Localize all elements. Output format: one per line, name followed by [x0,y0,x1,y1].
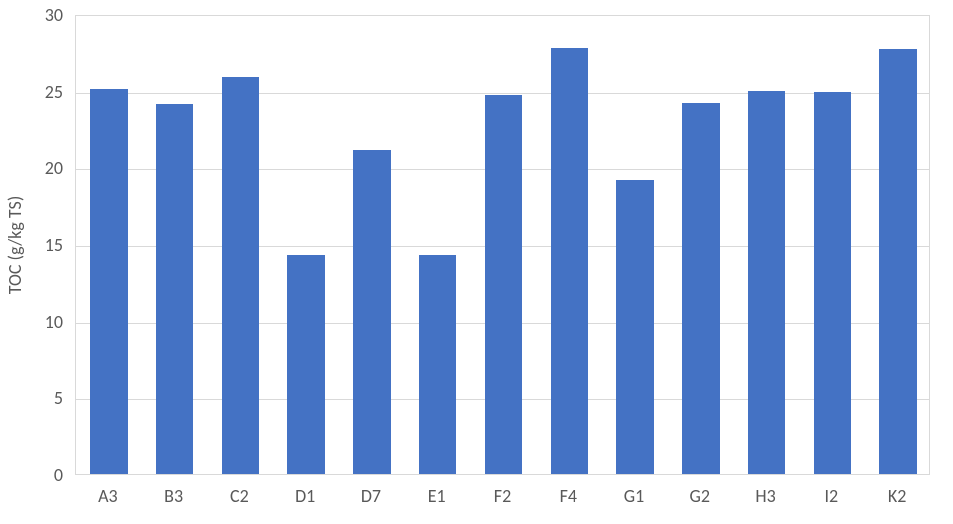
bar [287,255,324,474]
y-tick-label: 20 [0,157,63,179]
y-tick-label: 25 [0,81,63,103]
bar-chart: TOC (g/kg TS) 051015202530A3B3C2D1D7E1F2… [0,0,953,524]
y-tick-label: 15 [0,234,63,256]
bar [879,49,916,474]
bar [90,89,127,474]
x-tick-label: D1 [295,485,315,507]
x-tick-label: G2 [690,485,710,507]
x-tick-label: A3 [98,485,118,507]
x-tick-label: D7 [361,485,381,507]
x-tick-label: K2 [888,485,906,507]
plot-area [75,15,930,475]
x-tick-label: G1 [624,485,644,507]
x-tick-label: B3 [164,485,183,507]
bar [353,150,390,474]
x-tick-label: I2 [825,485,839,507]
bar [748,91,785,474]
y-tick-label: 0 [0,464,63,486]
x-tick-label: F4 [560,485,577,507]
x-tick-label: E1 [428,485,446,507]
bar [485,95,522,474]
bar [551,48,588,474]
bar [222,77,259,474]
y-tick-label: 30 [0,4,63,26]
y-tick-label: 5 [0,387,63,409]
bar [682,103,719,474]
y-tick-label: 10 [0,311,63,333]
bar [814,92,851,474]
bar [616,180,653,474]
gridline [76,93,929,94]
x-tick-label: C2 [230,485,249,507]
bar [419,255,456,474]
bar [156,104,193,474]
x-tick-label: F2 [494,485,511,507]
x-tick-label: H3 [755,485,775,507]
